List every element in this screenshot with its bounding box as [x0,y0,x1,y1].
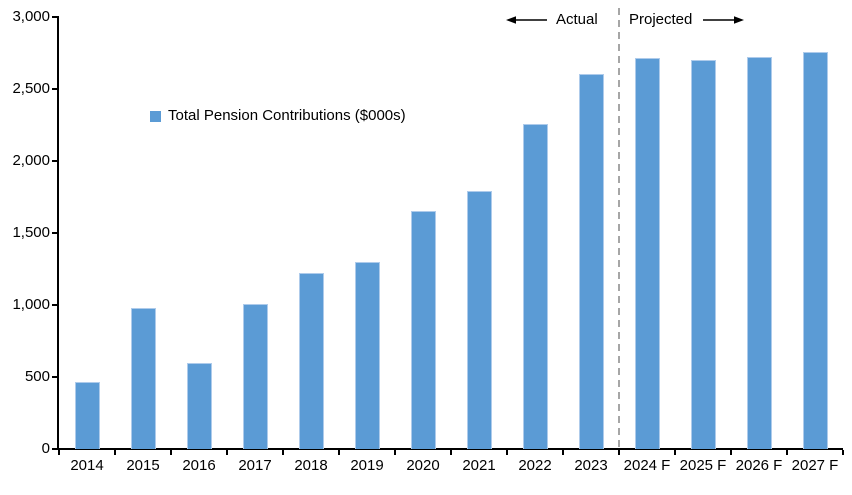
x-tick-mark [226,450,228,455]
x-tick-mark [282,450,284,455]
bar-2024-f [634,58,660,449]
x-tick-label: 2018 [294,457,328,474]
x-tick-label: 2027 F [791,457,839,474]
y-tick-mark [52,376,59,378]
y-tick-label: 1,000 [12,296,50,313]
actual-projected-divider [618,8,620,449]
y-tick-mark [52,232,59,234]
y-tick-mark [52,88,59,90]
bar-2022 [522,124,548,449]
x-tick-label: 2022 [518,457,552,474]
actual-label: Actual [556,11,598,28]
x-tick-label: 2015 [126,457,160,474]
y-tick-label: 0 [41,440,50,457]
projected-label: Projected [629,11,693,28]
arrow-right-icon [703,16,744,24]
x-tick-label: 2021 [462,457,496,474]
x-tick-mark [506,450,508,455]
y-axis-line [57,17,59,450]
x-tick-label: 2019 [350,457,384,474]
bar-2014 [74,382,100,449]
bar-2019 [354,261,380,449]
bar-2017 [242,304,268,449]
bar-2026-f [746,56,772,449]
x-tick-mark [674,450,676,455]
y-tick-label: 2,500 [12,80,50,97]
bar-2018 [298,273,324,449]
x-tick-mark [618,450,620,455]
arrow-left-icon [506,16,547,24]
bar-2023 [578,73,604,449]
y-tick-mark [52,16,59,18]
y-tick-label: 500 [24,368,50,385]
x-tick-label: 2017 [238,457,272,474]
bar-2016 [186,362,212,449]
x-tick-mark [786,450,788,455]
y-tick-mark [52,304,59,306]
x-tick-mark [58,450,60,455]
x-tick-label: 2016 [182,457,216,474]
y-tick-label: 1,500 [12,224,50,241]
x-tick-mark [170,450,172,455]
x-tick-mark [562,450,564,455]
x-tick-label: 2023 [574,457,608,474]
y-tick-label: 2,000 [12,152,50,169]
x-tick-mark [842,450,844,455]
x-tick-label: 2014 [70,457,104,474]
x-tick-label: 2024 F [623,457,671,474]
x-tick-mark [730,450,732,455]
x-tick-label: 2026 F [735,457,783,474]
y-tick-mark [52,448,59,450]
y-tick-label: 3,000 [12,8,50,25]
legend-label: Total Pension Contributions ($000s) [168,107,406,124]
bar-2027-f [802,52,828,449]
bar-2015 [130,307,156,449]
bar-2021 [466,191,492,449]
x-tick-mark [338,450,340,455]
x-tick-label: 2020 [406,457,440,474]
legend-marker-icon [150,110,161,122]
x-tick-mark [394,450,396,455]
x-tick-label: 2025 F [679,457,727,474]
x-axis-line [57,448,843,450]
x-tick-mark [114,450,116,455]
x-tick-mark [450,450,452,455]
bar-2025-f [690,60,716,449]
legend: Total Pension Contributions ($000s) [150,107,406,125]
bar-2020 [410,210,436,449]
y-tick-mark [52,160,59,162]
